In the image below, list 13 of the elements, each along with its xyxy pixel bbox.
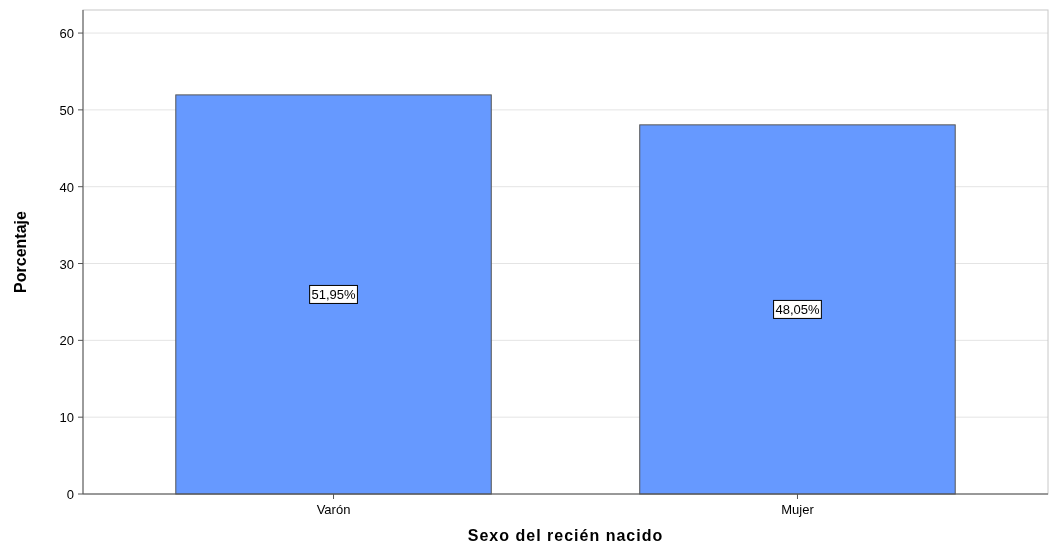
- y-tick-label: 40: [59, 179, 74, 195]
- y-axis-title: Porcentaje: [12, 210, 29, 293]
- y-tick-label: 30: [59, 256, 74, 272]
- y-tick-label: 50: [59, 102, 74, 118]
- data-label: 48,05%: [775, 302, 820, 318]
- y-tick-label: 0: [66, 487, 74, 502]
- x-tick-label: Varón: [316, 502, 351, 517]
- x-tick-label: Mujer: [781, 502, 815, 517]
- x-axis-title: Sexo del recién nacido: [467, 527, 664, 544]
- y-tick-label: 10: [59, 410, 74, 426]
- y-tick-label: 20: [59, 333, 74, 349]
- data-label: 51,95%: [311, 287, 357, 303]
- y-tick-label: 60: [59, 26, 74, 42]
